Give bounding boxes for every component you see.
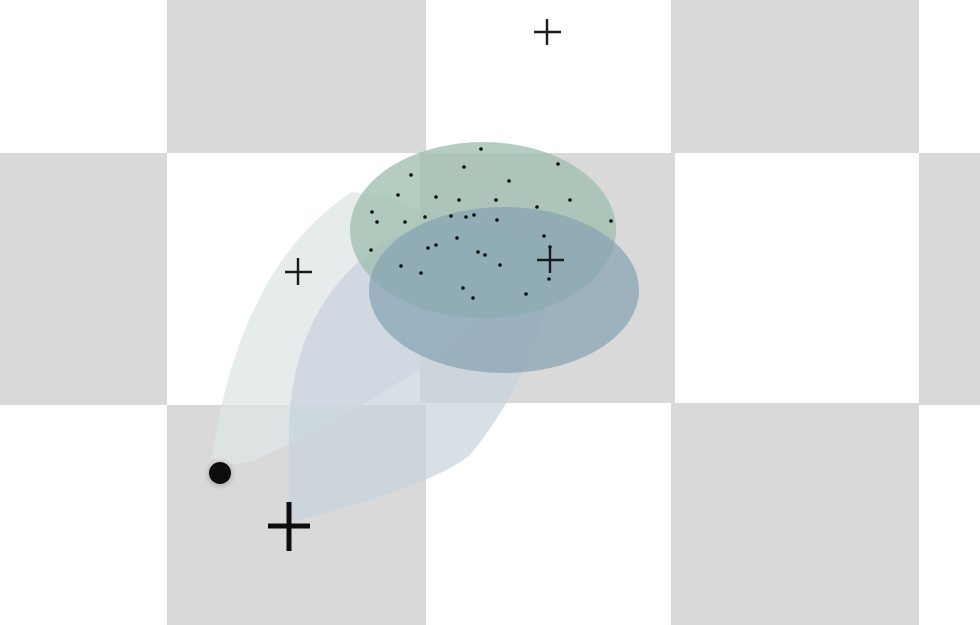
checker-tile — [671, 403, 919, 625]
scatter-dot — [455, 236, 459, 240]
crosshair-icon — [285, 258, 312, 285]
scatter-dot — [396, 193, 400, 197]
scatter-dot — [369, 248, 373, 252]
ellipse-blue — [369, 207, 639, 373]
scatter-dot — [524, 292, 528, 296]
scatter-dot — [556, 162, 560, 166]
scatter-dot — [426, 246, 430, 250]
scatter-dot — [495, 218, 499, 222]
scatter-dot — [461, 286, 465, 290]
scatter-dot — [457, 198, 461, 202]
scatter-dot — [375, 220, 379, 224]
scatter-dot — [471, 296, 475, 300]
scatter-dot — [423, 215, 427, 219]
crosshair-icon — [534, 19, 561, 45]
scatter-dot — [609, 219, 613, 223]
scatter-dot — [494, 198, 498, 202]
scatter-dot — [409, 173, 413, 177]
checker-tile — [0, 153, 167, 405]
large-crosshair-icon — [268, 502, 310, 551]
scatter-dot — [462, 165, 466, 169]
scatter-dot — [507, 179, 511, 183]
scatter-dot — [370, 210, 374, 214]
checker-tile — [919, 153, 980, 405]
scatter-dot — [434, 195, 438, 199]
scatter-dot — [542, 234, 546, 238]
scatter-dot — [434, 243, 438, 247]
scatter-dot — [464, 215, 468, 219]
scatter-dot — [399, 264, 403, 268]
scatter-dot — [476, 250, 480, 254]
scatter-dot — [479, 147, 483, 151]
scatter-dot — [449, 214, 453, 218]
scatter-dot — [568, 198, 572, 202]
scatter-dot — [483, 253, 487, 257]
scatter-dots — [369, 147, 613, 300]
scatter-dot — [535, 205, 539, 209]
scatter-dot — [547, 277, 551, 281]
scatter-dot — [419, 271, 423, 275]
checker-tile — [671, 0, 919, 153]
scatter-dot — [472, 213, 476, 217]
filled-circle-icon — [209, 462, 231, 484]
checker-tile — [167, 0, 426, 153]
crosshair-icon — [537, 246, 564, 273]
scatter-dot — [403, 220, 407, 224]
scatter-dot — [498, 263, 502, 267]
